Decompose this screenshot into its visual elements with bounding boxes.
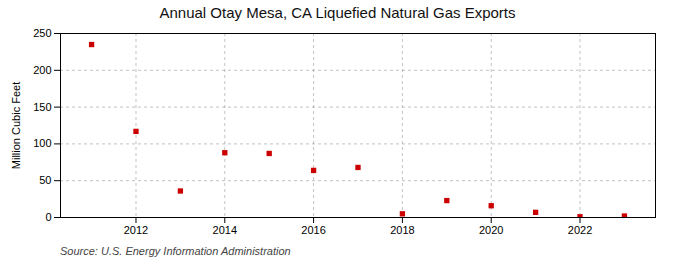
html-text:Source: U.S. Energy Informatio: Source: U.S. Energy Information Administ… [60,245,291,257]
svg-text:2022: 2022 [568,224,592,236]
svg-text:2018: 2018 [390,224,414,236]
svg-text:100: 100 [33,137,51,149]
svg-text:2012: 2012 [124,224,148,236]
svg-text:200: 200 [33,64,51,76]
svg-text:0: 0 [45,211,51,223]
html-text:Annual Otay Mesa, CA Liquefied: Annual Otay Mesa, CA Liquefied Natural G… [159,4,516,21]
svg-text:250: 250 [33,27,51,39]
svg-text:Million Cubic Feet: Million Cubic Feet [10,82,22,169]
svg-text:2014: 2014 [213,224,237,236]
svg-text:2016: 2016 [301,224,325,236]
svg-text:50: 50 [39,174,51,186]
svg-text:2020: 2020 [479,224,503,236]
svg-text:150: 150 [33,101,51,113]
